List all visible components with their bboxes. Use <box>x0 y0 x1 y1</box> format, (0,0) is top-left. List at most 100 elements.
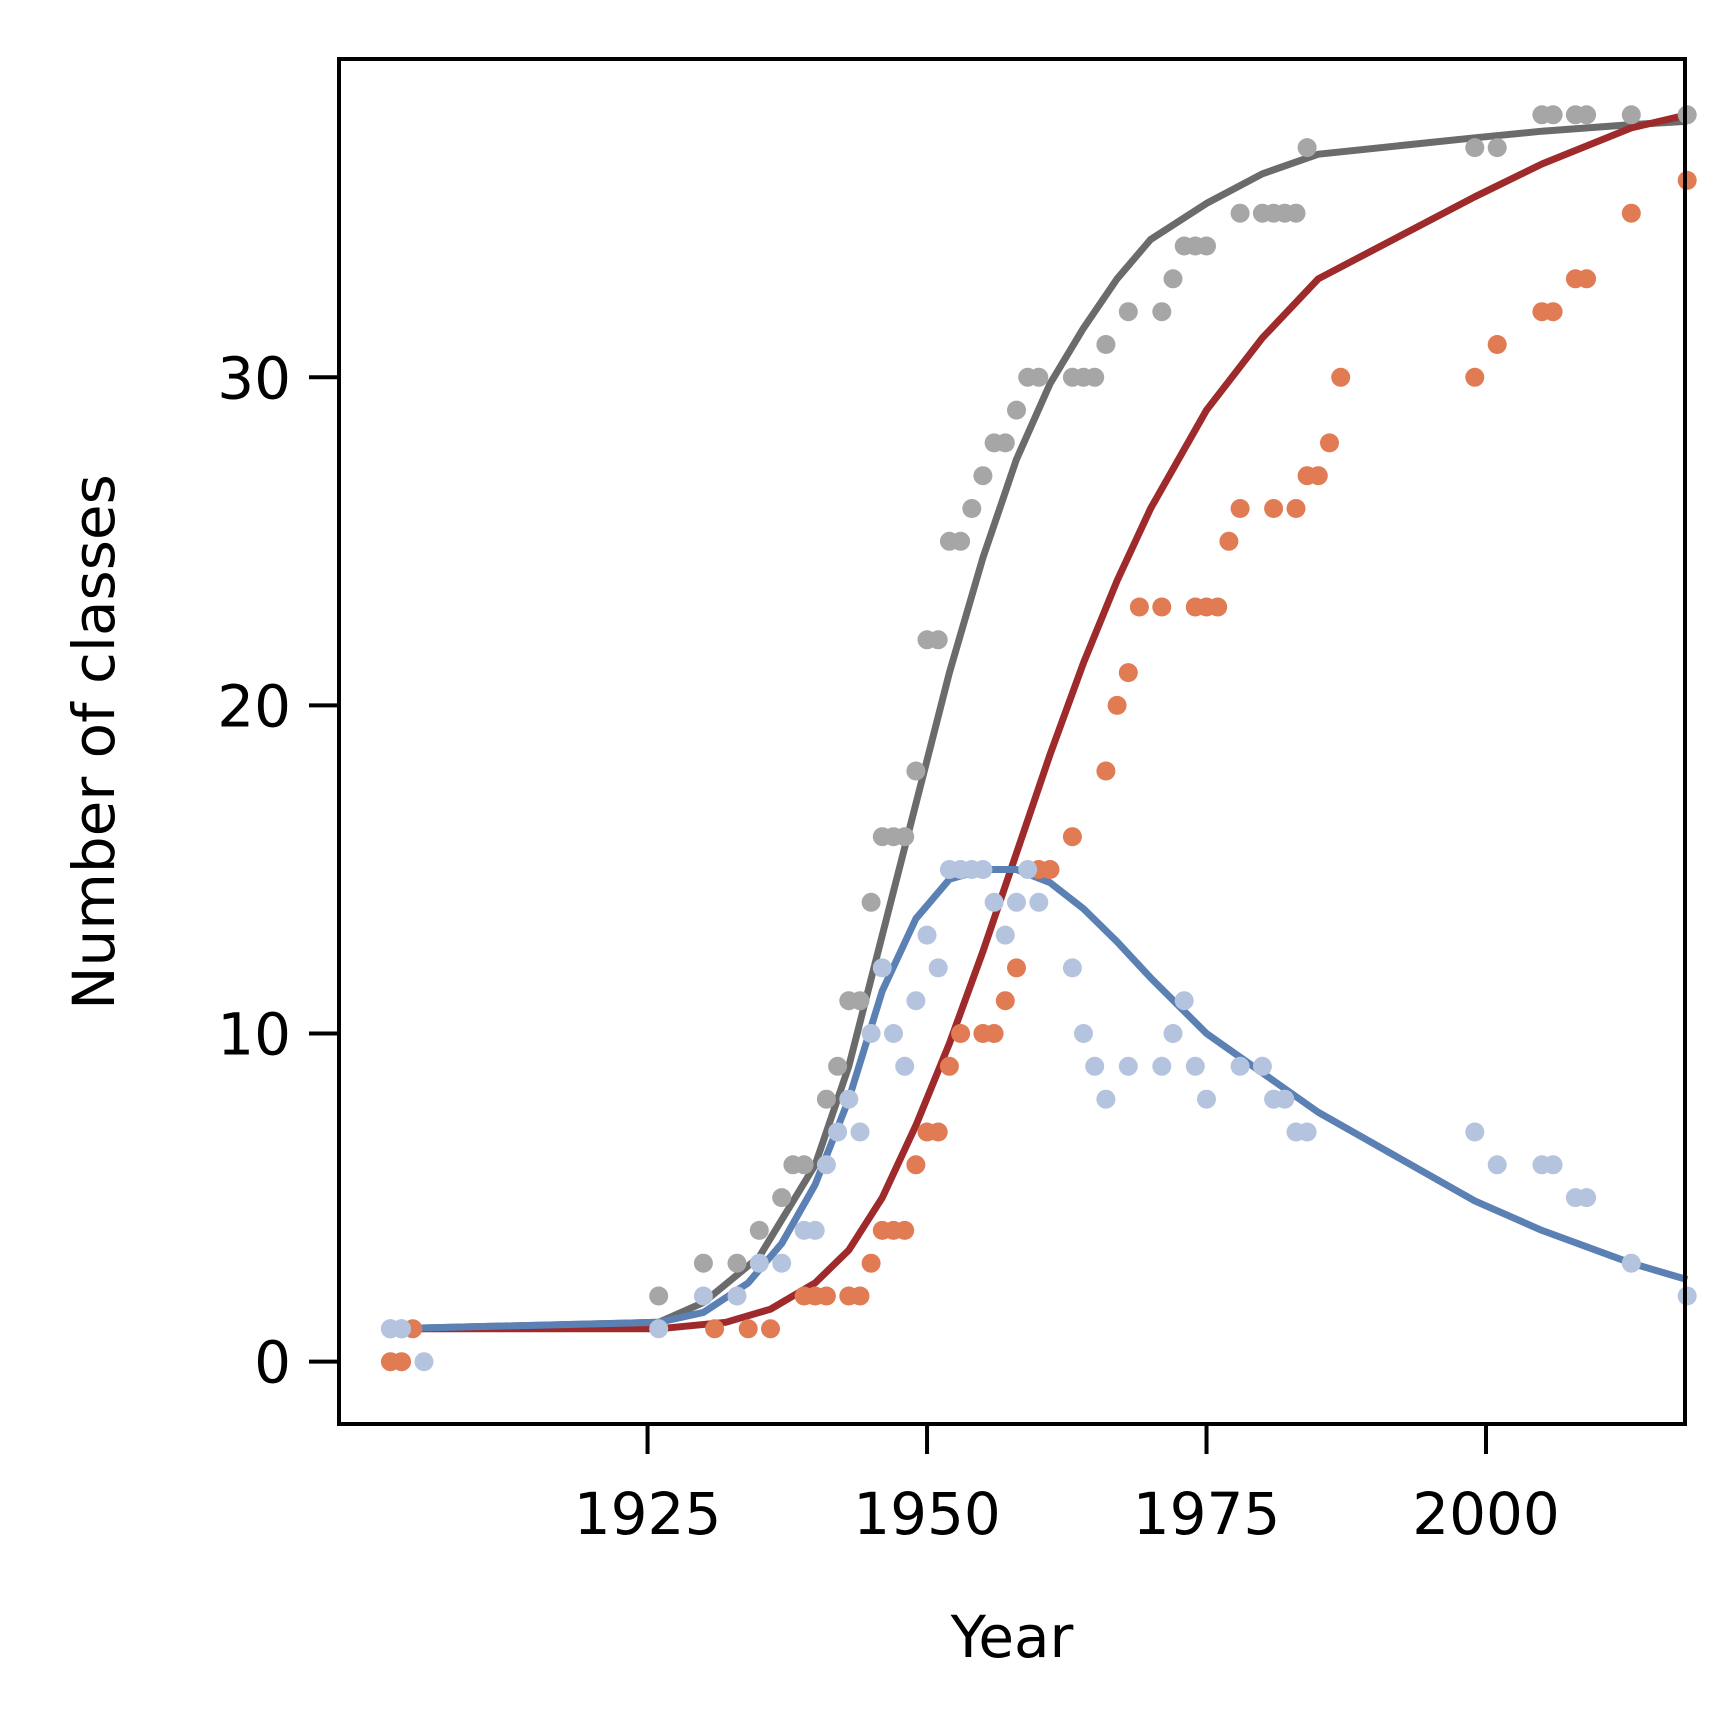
data-point <box>1543 1155 1563 1175</box>
data-point <box>984 1024 1004 1043</box>
data-point <box>1163 1024 1183 1043</box>
data-point <box>962 499 982 518</box>
data-point <box>1320 433 1339 453</box>
y-tick-label: 30 <box>217 344 291 412</box>
data-point <box>1118 1056 1138 1076</box>
data-point <box>392 1352 412 1372</box>
data-point <box>995 433 1015 453</box>
x-tick-label: 1975 <box>1133 1480 1281 1548</box>
data-point <box>1286 203 1306 223</box>
data-point <box>1308 466 1328 486</box>
x-axis-title: Year <box>950 1603 1074 1671</box>
y-tick-label: 0 <box>254 1329 291 1397</box>
data-point <box>984 892 1004 912</box>
data-point <box>872 958 892 978</box>
data-point <box>1465 138 1485 158</box>
data-point <box>1174 991 1194 1011</box>
data-point <box>772 1253 792 1273</box>
data-point <box>705 1319 725 1339</box>
data-point <box>884 1024 903 1043</box>
data-point <box>1118 302 1138 322</box>
data-point <box>1230 203 1250 223</box>
series-lines <box>390 111 1689 1333</box>
data-point <box>392 1319 412 1339</box>
data-point <box>895 827 915 847</box>
data-point <box>1062 827 1082 847</box>
data-point <box>1543 302 1563 322</box>
data-point <box>738 1319 758 1339</box>
data-point <box>1129 597 1149 617</box>
data-point <box>1465 1122 1485 1142</box>
data-point <box>895 1056 915 1076</box>
series-line <box>390 866 1689 1333</box>
data-point <box>1219 531 1239 551</box>
series-line <box>390 111 1688 1333</box>
data-point <box>928 958 948 978</box>
data-point <box>861 1024 881 1043</box>
data-point <box>895 1220 915 1240</box>
data-point <box>649 1319 669 1339</box>
data-point <box>816 1155 836 1175</box>
data-point <box>1621 1253 1641 1273</box>
data-point <box>1085 1056 1105 1076</box>
data-point <box>917 925 937 945</box>
series-points <box>380 105 1697 1372</box>
data-point <box>1029 892 1049 912</box>
data-point <box>1163 269 1183 289</box>
data-point <box>995 925 1015 945</box>
data-point <box>1577 105 1597 125</box>
data-point <box>1096 761 1116 781</box>
data-point <box>951 1024 971 1043</box>
data-point <box>414 1352 434 1372</box>
data-point <box>1085 367 1105 387</box>
data-point <box>850 1286 870 1306</box>
data-point <box>693 1286 713 1306</box>
data-point <box>973 860 993 879</box>
data-point <box>1621 203 1641 223</box>
data-point <box>828 1122 848 1142</box>
data-point <box>1040 860 1060 879</box>
data-point <box>1621 105 1641 125</box>
data-point <box>1331 367 1351 387</box>
data-point <box>727 1286 747 1306</box>
x-tick-label: 2000 <box>1412 1480 1560 1548</box>
data-point <box>1230 499 1250 518</box>
data-point <box>861 892 881 912</box>
data-point <box>794 1155 814 1175</box>
data-point <box>761 1319 780 1339</box>
data-point <box>939 1056 959 1076</box>
data-point <box>1577 269 1597 289</box>
y-tick-label: 20 <box>217 672 291 740</box>
x-axis: 1925 1950 1975 2000 <box>574 1424 1560 1548</box>
data-point <box>816 1286 836 1306</box>
data-point <box>1197 236 1216 256</box>
y-tick-label: 10 <box>217 1001 291 1069</box>
data-point <box>995 991 1015 1011</box>
data-point <box>693 1253 713 1273</box>
data-point <box>1677 170 1697 190</box>
data-point <box>906 761 926 781</box>
data-point <box>1487 138 1507 158</box>
data-point <box>828 1056 848 1076</box>
y-axis-title: Number of classes <box>60 474 128 1010</box>
data-point <box>973 466 993 486</box>
data-point <box>772 1188 792 1208</box>
data-point <box>1465 367 1485 387</box>
data-point <box>1096 1089 1116 1109</box>
data-point <box>850 991 870 1011</box>
series-line <box>390 117 1688 1333</box>
data-point <box>1062 958 1082 978</box>
data-point <box>951 531 971 551</box>
data-point <box>1230 1056 1250 1076</box>
data-point <box>906 991 926 1011</box>
data-point <box>839 1089 859 1109</box>
data-point <box>1096 335 1116 354</box>
data-point <box>1677 1286 1697 1306</box>
x-tick-label: 1950 <box>853 1480 1001 1548</box>
data-point <box>1152 1056 1172 1076</box>
data-point <box>649 1286 669 1306</box>
y-axis: 0 10 20 30 <box>217 344 339 1397</box>
data-point <box>1208 597 1228 617</box>
